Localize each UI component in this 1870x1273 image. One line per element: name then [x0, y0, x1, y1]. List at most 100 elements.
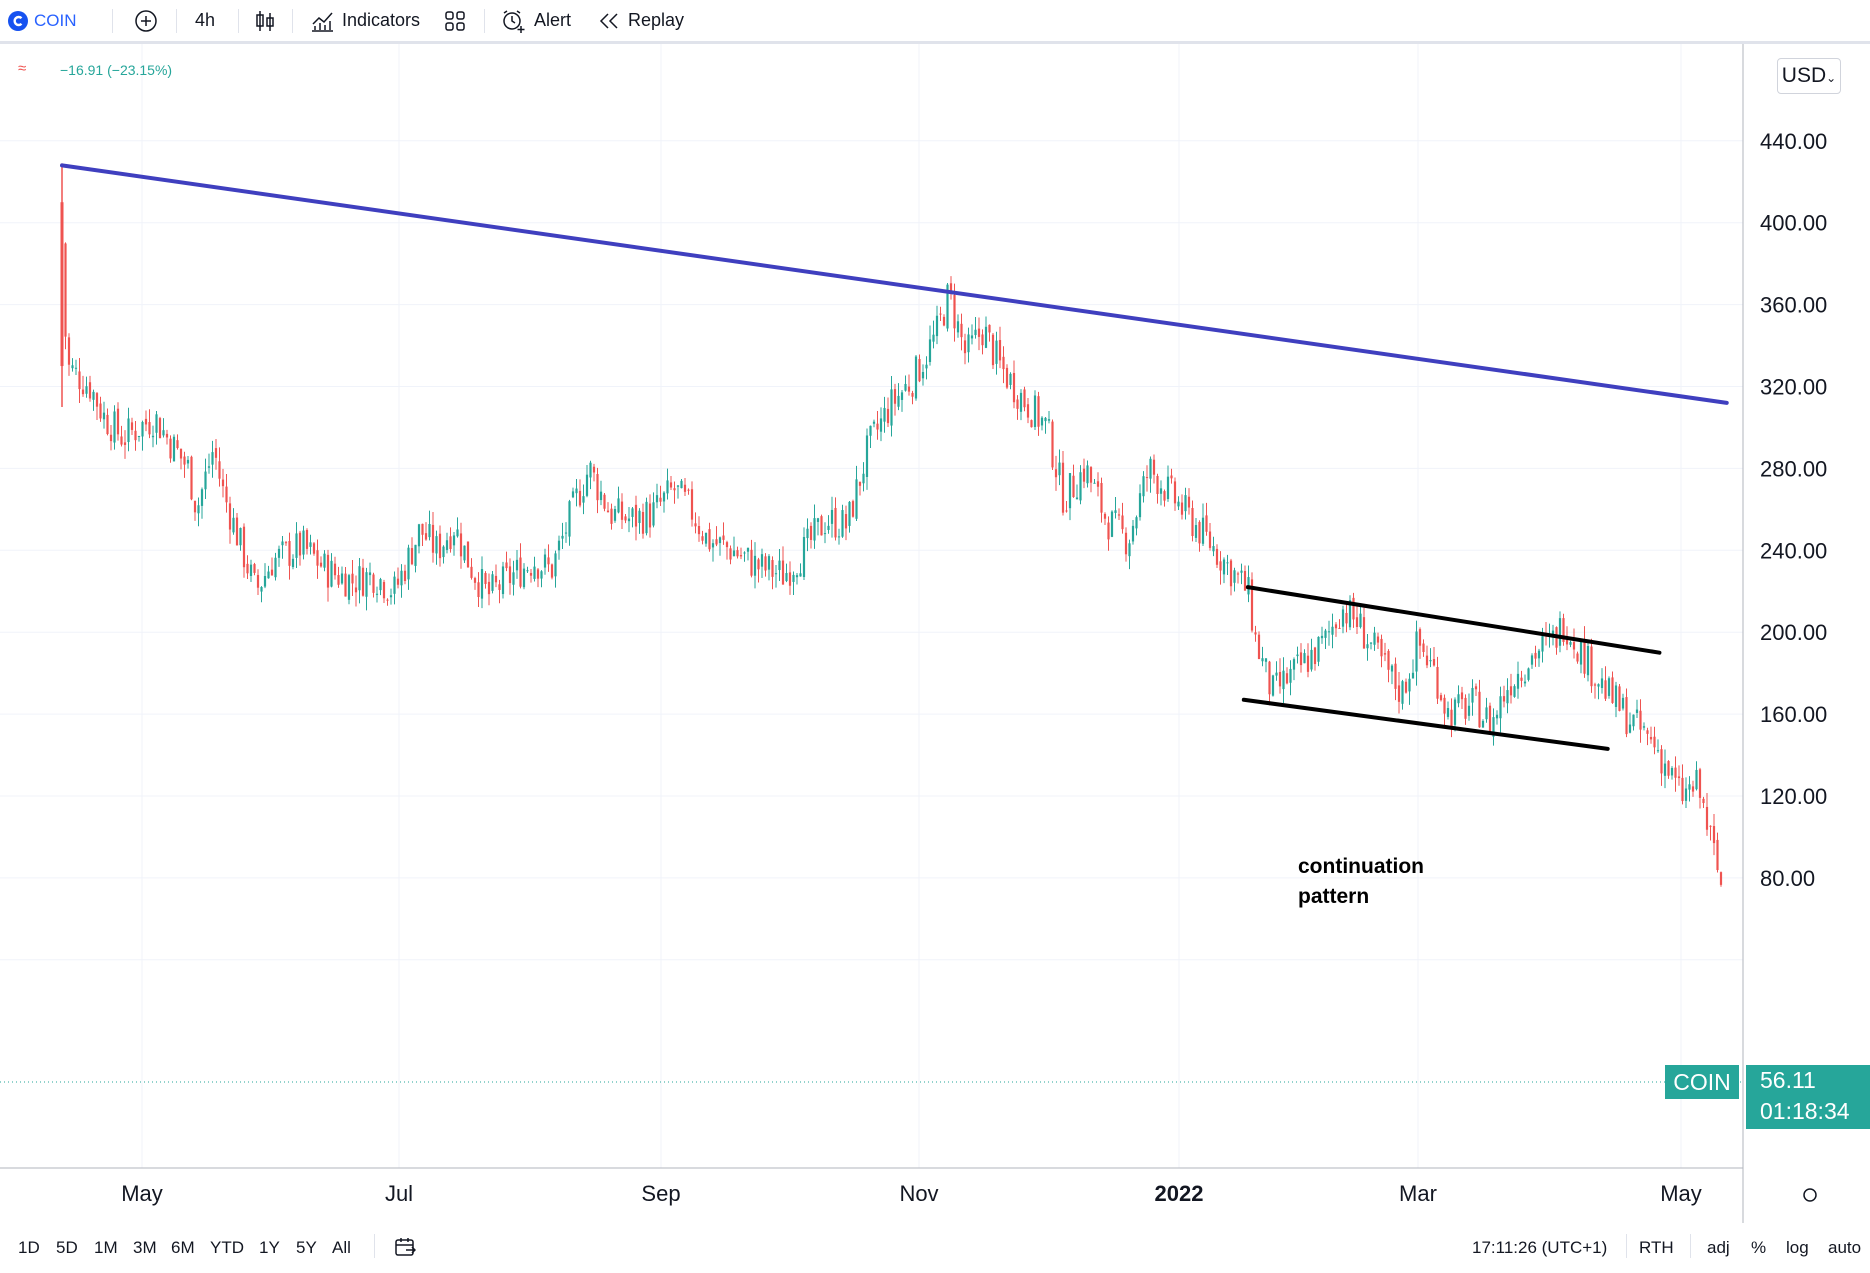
candle-body	[1352, 597, 1355, 620]
candle-body	[585, 474, 589, 496]
candle-body	[1191, 508, 1194, 536]
candle-body	[561, 535, 564, 539]
candle-body	[235, 517, 239, 546]
candle-body	[1177, 501, 1180, 507]
alert-button[interactable]: Alert	[500, 0, 571, 41]
candle-body	[1243, 571, 1247, 591]
candle-body	[127, 418, 130, 443]
candle-body	[596, 474, 599, 501]
candle-body	[1233, 570, 1236, 583]
currency-selector[interactable]: USD⌄	[1777, 58, 1841, 94]
templates-button[interactable]	[444, 0, 466, 41]
interval-button[interactable]: 4h	[195, 0, 215, 41]
candle-body	[1058, 462, 1061, 476]
candle-body	[1306, 655, 1310, 672]
candle-body	[1355, 617, 1359, 627]
candle-body	[1215, 548, 1219, 565]
range-5y[interactable]: 5Y	[296, 1238, 317, 1257]
pattern-annotation[interactable]: continuation pattern	[1298, 852, 1424, 912]
candle-body	[935, 315, 939, 337]
candle-body	[1075, 497, 1079, 500]
candle-body	[967, 334, 970, 353]
range-all[interactable]: All	[332, 1238, 351, 1257]
candle-body	[1569, 642, 1572, 645]
replay-button[interactable]: Replay	[598, 0, 684, 41]
candle-body	[1131, 525, 1135, 542]
candle-body	[872, 421, 876, 424]
last-price-symbol: COIN	[1673, 1069, 1731, 1095]
candle-body	[1716, 839, 1719, 871]
candle-body	[1334, 624, 1338, 629]
candle-body	[1481, 720, 1485, 728]
candle-body	[1271, 675, 1275, 696]
chart-type-button[interactable]	[254, 0, 276, 41]
candle-body	[1208, 531, 1212, 548]
candle-body	[1313, 647, 1317, 665]
session-toggle[interactable]: RTH	[1639, 1238, 1674, 1257]
price-axis-tick: 320.00	[1760, 375, 1827, 400]
candle-body	[95, 393, 99, 407]
range-5d[interactable]: 5D	[56, 1238, 78, 1257]
candle-body	[820, 516, 823, 536]
price-chart[interactable]: 440.00 400.00 360.00 320.00 280.00 240.00 200.…	[0, 44, 1870, 1224]
candle-body	[368, 572, 372, 576]
candle-body	[421, 523, 424, 535]
candle-body	[1345, 612, 1348, 624]
range-1m[interactable]: 1M	[94, 1238, 118, 1257]
candle-body	[1460, 692, 1464, 700]
candle-body	[613, 509, 617, 521]
chart-grid	[0, 44, 1743, 1168]
time-axis-tick: May	[121, 1181, 163, 1206]
candle-body	[354, 587, 358, 593]
percent-toggle[interactable]: %	[1751, 1238, 1767, 1257]
candle-body	[155, 414, 158, 433]
candle-body	[1089, 467, 1093, 483]
candle-body	[1677, 776, 1681, 779]
candle-body	[340, 573, 344, 584]
candle-body	[417, 524, 421, 547]
candle-body	[883, 407, 886, 422]
candle-body	[522, 568, 526, 588]
candle-body	[536, 569, 540, 579]
candle-body	[648, 503, 652, 528]
time-axis-tick: Sep	[641, 1181, 680, 1206]
goto-date-button[interactable]	[394, 1236, 417, 1263]
clock-timezone[interactable]: 17:11:26 (UTC+1)	[1472, 1238, 1608, 1257]
alert-label: Alert	[534, 10, 572, 30]
bottom-divider	[1626, 1234, 1627, 1258]
price-axis-tick: 160.00	[1760, 702, 1827, 727]
candle-body	[795, 575, 799, 578]
candle-body	[515, 559, 519, 571]
adj-toggle[interactable]: adj	[1707, 1238, 1730, 1257]
candle-body	[1719, 872, 1723, 885]
indicators-button[interactable]: Indicators	[310, 0, 420, 41]
range-6m[interactable]: 6M	[171, 1238, 195, 1257]
bottom-divider	[374, 1234, 375, 1258]
candle-body	[729, 548, 732, 560]
range-3m[interactable]: 3M	[133, 1238, 157, 1257]
candle-body	[851, 501, 855, 517]
annotation-line-2: pattern	[1298, 885, 1370, 908]
candle-body	[669, 482, 673, 488]
log-toggle[interactable]: log	[1786, 1238, 1809, 1257]
candle-body	[893, 389, 897, 404]
candle-body	[673, 488, 676, 491]
auto-toggle[interactable]: auto	[1828, 1238, 1862, 1257]
symbol-search[interactable]: COIN	[8, 0, 77, 41]
candle-body	[92, 391, 95, 400]
candle-body	[785, 573, 788, 582]
range-1d[interactable]: 1D	[18, 1238, 40, 1257]
candle-body	[1002, 356, 1005, 370]
range-ytd[interactable]: YTD	[210, 1238, 244, 1257]
candle-body	[435, 536, 438, 554]
legend-wave-icon[interactable]: ≈	[18, 60, 27, 77]
candle-body	[204, 471, 207, 490]
candle-body	[1369, 642, 1373, 644]
range-1y[interactable]: 1Y	[259, 1238, 280, 1257]
candle-body	[148, 422, 151, 435]
compare-button[interactable]	[134, 0, 158, 41]
toolbar-divider	[112, 9, 113, 33]
candle-body	[1457, 694, 1460, 704]
candle-body	[137, 435, 141, 437]
candle-body	[1194, 525, 1198, 538]
